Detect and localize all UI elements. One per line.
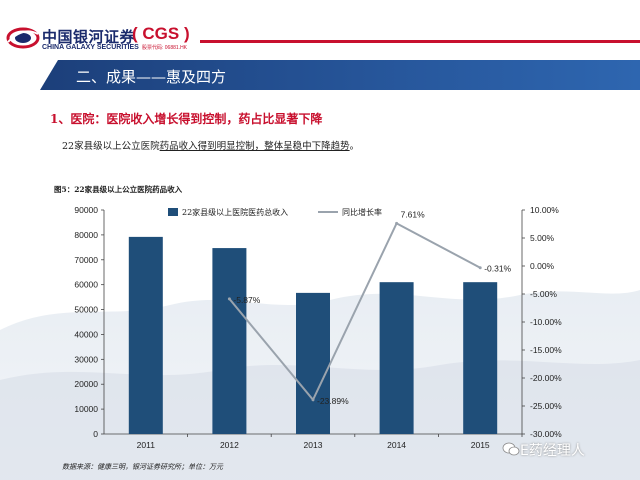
data-label-2015: -0.31% — [484, 264, 511, 274]
left-tick-label: 20000 — [74, 379, 98, 389]
growth-point-2014 — [395, 221, 399, 225]
x-tick-label: 2013 — [304, 440, 323, 450]
logo-chinese-name: 中国银河证券 — [42, 28, 136, 46]
chart-labels: -5.87% -23.89% 7.61% -0.31% — [233, 209, 511, 405]
data-label-2014: 7.61% — [401, 209, 426, 219]
bar-2011 — [128, 236, 163, 434]
description-text: 22家县级以上公立医院药品收入得到明显控制，整体呈稳中下降趋势。 — [62, 138, 359, 152]
slide-subtitle: 1、医院：医院收入增长得到控制，药占比显著下降 — [50, 112, 323, 126]
galaxy-logo-icon — [6, 27, 40, 49]
left-tick-label: 80000 — [74, 230, 98, 240]
description-suffix: 。 — [349, 141, 360, 152]
data-source-note: 数据来源：健康三明，银河证券研究所；单位：万元 — [62, 463, 223, 471]
legend-bar-label: 22家县级以上医院医药总收入 — [182, 207, 288, 217]
logo-stock-code: 股票代码: 06881.HK — [142, 45, 188, 51]
left-tick-label: 30000 — [74, 354, 98, 364]
wechat-icon — [502, 442, 520, 456]
logo-cgs: ( CGS ) — [132, 24, 190, 43]
banner-notch — [40, 60, 58, 90]
bar-2012 — [212, 248, 247, 434]
chart-legend: 22家县级以上医院医药总收入 同比增长率 — [168, 207, 382, 217]
left-tick-label: 70000 — [74, 255, 98, 265]
description-prefix: 22家县级以上公立医院 — [62, 141, 160, 152]
left-tick-label: 50000 — [74, 305, 98, 315]
growth-point-2012 — [227, 297, 231, 301]
right-tick-label: -15.00% — [530, 345, 562, 355]
header-divider — [200, 40, 640, 43]
description-underlined: 药品收入得到明显控制，整体呈稳中下降趋势 — [159, 141, 350, 152]
x-tick-label: 2015 — [471, 440, 490, 450]
x-tick-label: 2014 — [387, 440, 406, 450]
bar-2013 — [296, 292, 330, 434]
right-tick-label: -30.00% — [530, 429, 562, 439]
x-tick-label: 2012 — [220, 440, 239, 450]
left-tick-label: 10000 — [74, 404, 98, 414]
growth-rate-line — [228, 222, 481, 402]
data-label-2012: -5.87% — [233, 295, 260, 305]
legend-bar-swatch — [168, 208, 178, 216]
bar-2015 — [463, 282, 498, 434]
left-tick-label: 90000 — [74, 205, 98, 215]
section-title: 二、成果——惠及四方 — [76, 68, 227, 86]
left-tick-label: 40000 — [74, 329, 98, 339]
figure-title: 图5：22家县级以上公立医院药品收入 — [54, 185, 183, 194]
drug-revenue-chart: 0 10000 20000 30000 40000 50000 60000 70000 8000… — [74, 205, 562, 450]
right-tick-label: 10.00% — [530, 205, 559, 215]
logo-english-name: CHINA GALAXY SECURITIES — [42, 44, 139, 51]
chart-axes: 0 10000 20000 30000 40000 50000 60000 70000 8000… — [74, 205, 562, 450]
right-tick-label: 5.00% — [530, 233, 555, 243]
legend-line-label: 同比增长率 — [342, 207, 382, 217]
left-tick-label: 60000 — [74, 280, 98, 290]
growth-point-2013 — [311, 398, 315, 402]
section-banner: 二、成果——惠及四方 — [40, 60, 640, 90]
growth-point-2015 — [478, 266, 482, 270]
left-tick-label: 0 — [93, 429, 98, 439]
data-label-2013: -23.89% — [317, 396, 349, 406]
right-tick-label: -5.00% — [530, 289, 557, 299]
right-tick-label: -25.00% — [530, 401, 562, 411]
watermark-text: E药经理人 — [520, 443, 585, 459]
bar-series — [128, 236, 498, 434]
x-tick-label: 2011 — [137, 440, 156, 450]
right-tick-label: -20.00% — [530, 373, 562, 383]
right-tick-label: -10.00% — [530, 317, 562, 327]
page-header: 中国银河证券 CHINA GALAXY SECURITIES ( CGS ) 股… — [0, 0, 640, 54]
right-tick-label: 0.00% — [530, 261, 555, 271]
line-series — [227, 221, 482, 402]
bar-2014 — [379, 282, 414, 434]
